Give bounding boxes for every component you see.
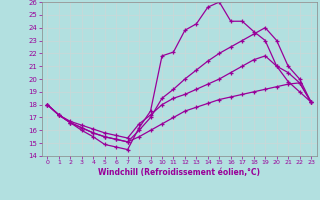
X-axis label: Windchill (Refroidissement éolien,°C): Windchill (Refroidissement éolien,°C): [98, 168, 260, 177]
